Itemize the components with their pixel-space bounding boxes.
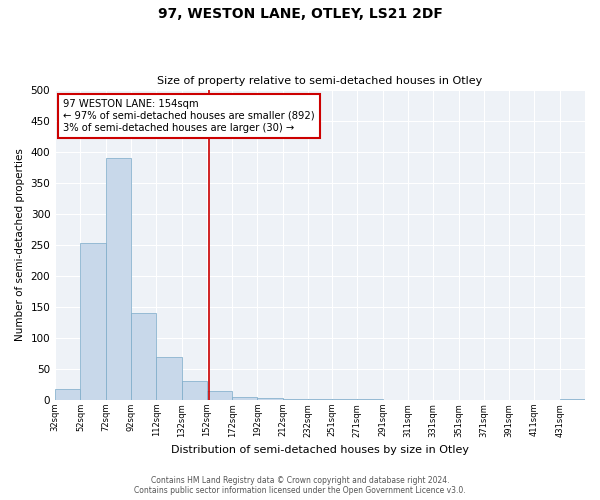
Text: Contains HM Land Registry data © Crown copyright and database right 2024.
Contai: Contains HM Land Registry data © Crown c…: [134, 476, 466, 495]
Text: 97 WESTON LANE: 154sqm
← 97% of semi-detached houses are smaller (892)
3% of sem: 97 WESTON LANE: 154sqm ← 97% of semi-det…: [63, 100, 315, 132]
Bar: [207, 390, 232, 400]
Bar: [182, 382, 207, 400]
Bar: [55, 389, 80, 400]
Bar: [106, 158, 131, 400]
Bar: [232, 397, 257, 400]
Bar: [257, 398, 283, 400]
X-axis label: Distribution of semi-detached houses by size in Otley: Distribution of semi-detached houses by …: [171, 445, 469, 455]
Text: 97, WESTON LANE, OTLEY, LS21 2DF: 97, WESTON LANE, OTLEY, LS21 2DF: [158, 8, 442, 22]
Y-axis label: Number of semi-detached properties: Number of semi-detached properties: [15, 148, 25, 342]
Bar: [157, 356, 182, 400]
Title: Size of property relative to semi-detached houses in Otley: Size of property relative to semi-detach…: [157, 76, 483, 86]
Bar: [131, 313, 157, 400]
Bar: [80, 243, 106, 400]
Bar: [560, 399, 585, 400]
Bar: [283, 399, 308, 400]
